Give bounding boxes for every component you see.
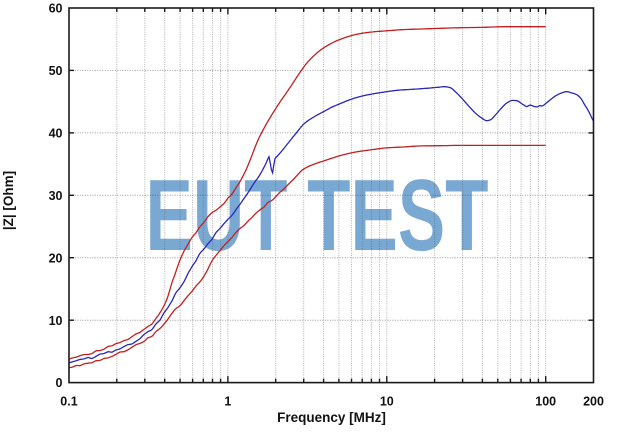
svg-text:50: 50 bbox=[49, 64, 63, 78]
svg-text:EUT TEST: EUT TEST bbox=[146, 158, 489, 272]
svg-text:200: 200 bbox=[583, 395, 604, 409]
svg-text:10: 10 bbox=[380, 395, 394, 409]
svg-text:10: 10 bbox=[49, 314, 63, 328]
svg-text:0: 0 bbox=[56, 376, 63, 390]
svg-text:|Z| [Ohm]: |Z| [Ohm] bbox=[1, 171, 16, 230]
svg-text:0.1: 0.1 bbox=[60, 395, 77, 409]
svg-text:60: 60 bbox=[49, 2, 63, 16]
svg-text:100: 100 bbox=[535, 395, 556, 409]
svg-text:40: 40 bbox=[49, 127, 63, 141]
svg-text:1: 1 bbox=[224, 395, 231, 409]
svg-text:20: 20 bbox=[49, 251, 63, 265]
svg-text:30: 30 bbox=[49, 189, 63, 203]
svg-text:Frequency [MHz]: Frequency [MHz] bbox=[277, 410, 386, 425]
